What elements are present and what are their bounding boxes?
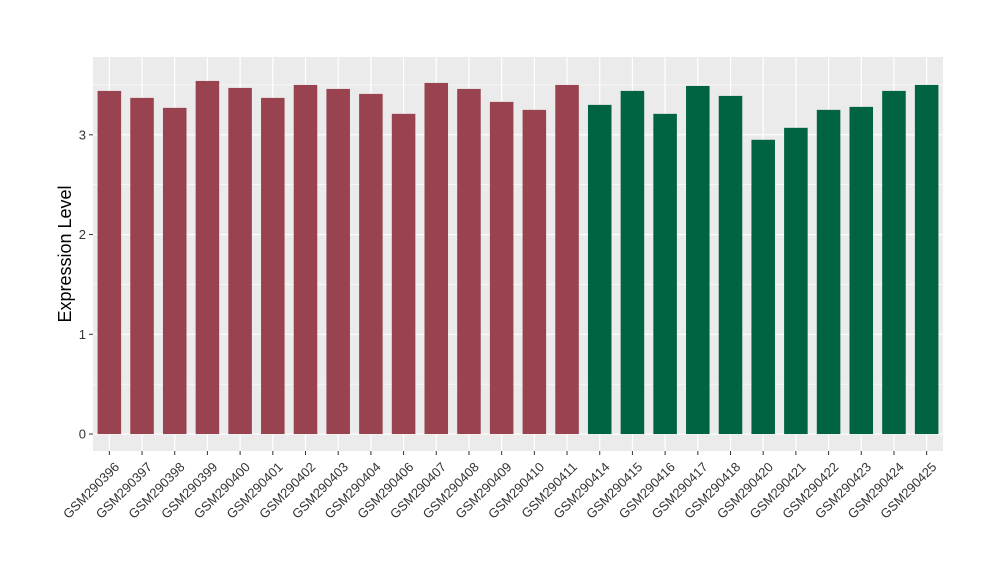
bar-GSM290411 [555,84,579,435]
bar-GSM290401 [261,97,285,435]
bar-GSM290422 [816,109,841,435]
bar-GSM290414 [587,104,612,435]
bar-GSM290425 [914,84,939,435]
y-tick-label: 1 [79,327,86,342]
bar-GSM290423 [849,106,874,435]
bar-GSM290399 [195,80,220,435]
y-axis-title: Expression Level [55,185,75,322]
y-tick-label: 3 [79,127,86,142]
bar-GSM290410 [522,109,547,435]
y-tick-label: 0 [79,427,86,442]
bar-GSM290417 [686,85,710,435]
bar-GSM290404 [359,93,383,435]
bar-GSM290398 [162,107,187,435]
bar-GSM290402 [293,84,318,435]
bar-GSM290403 [326,88,350,435]
y-tick-label: 2 [79,227,86,242]
bar-GSM290415 [620,90,645,435]
bar-GSM290416 [653,113,677,435]
bar-GSM290400 [228,87,252,435]
bar-GSM290409 [489,101,514,435]
plot-panel [93,57,943,451]
bars [97,80,939,435]
bar-GSM290407 [424,82,449,435]
bar-GSM290397 [130,97,154,435]
bar-GSM290408 [457,88,481,435]
bar-GSM290424 [882,90,906,435]
bar-GSM290418 [718,95,743,435]
x-axis: GSM290396GSM290397GSM290398GSM290399GSM2… [60,451,940,522]
bar-GSM290420 [751,139,775,435]
y-axis: 0 1 2 3 [79,127,93,442]
bar-GSM290396 [97,90,122,435]
bar-GSM290421 [784,127,808,435]
bar-GSM290406 [391,113,416,435]
